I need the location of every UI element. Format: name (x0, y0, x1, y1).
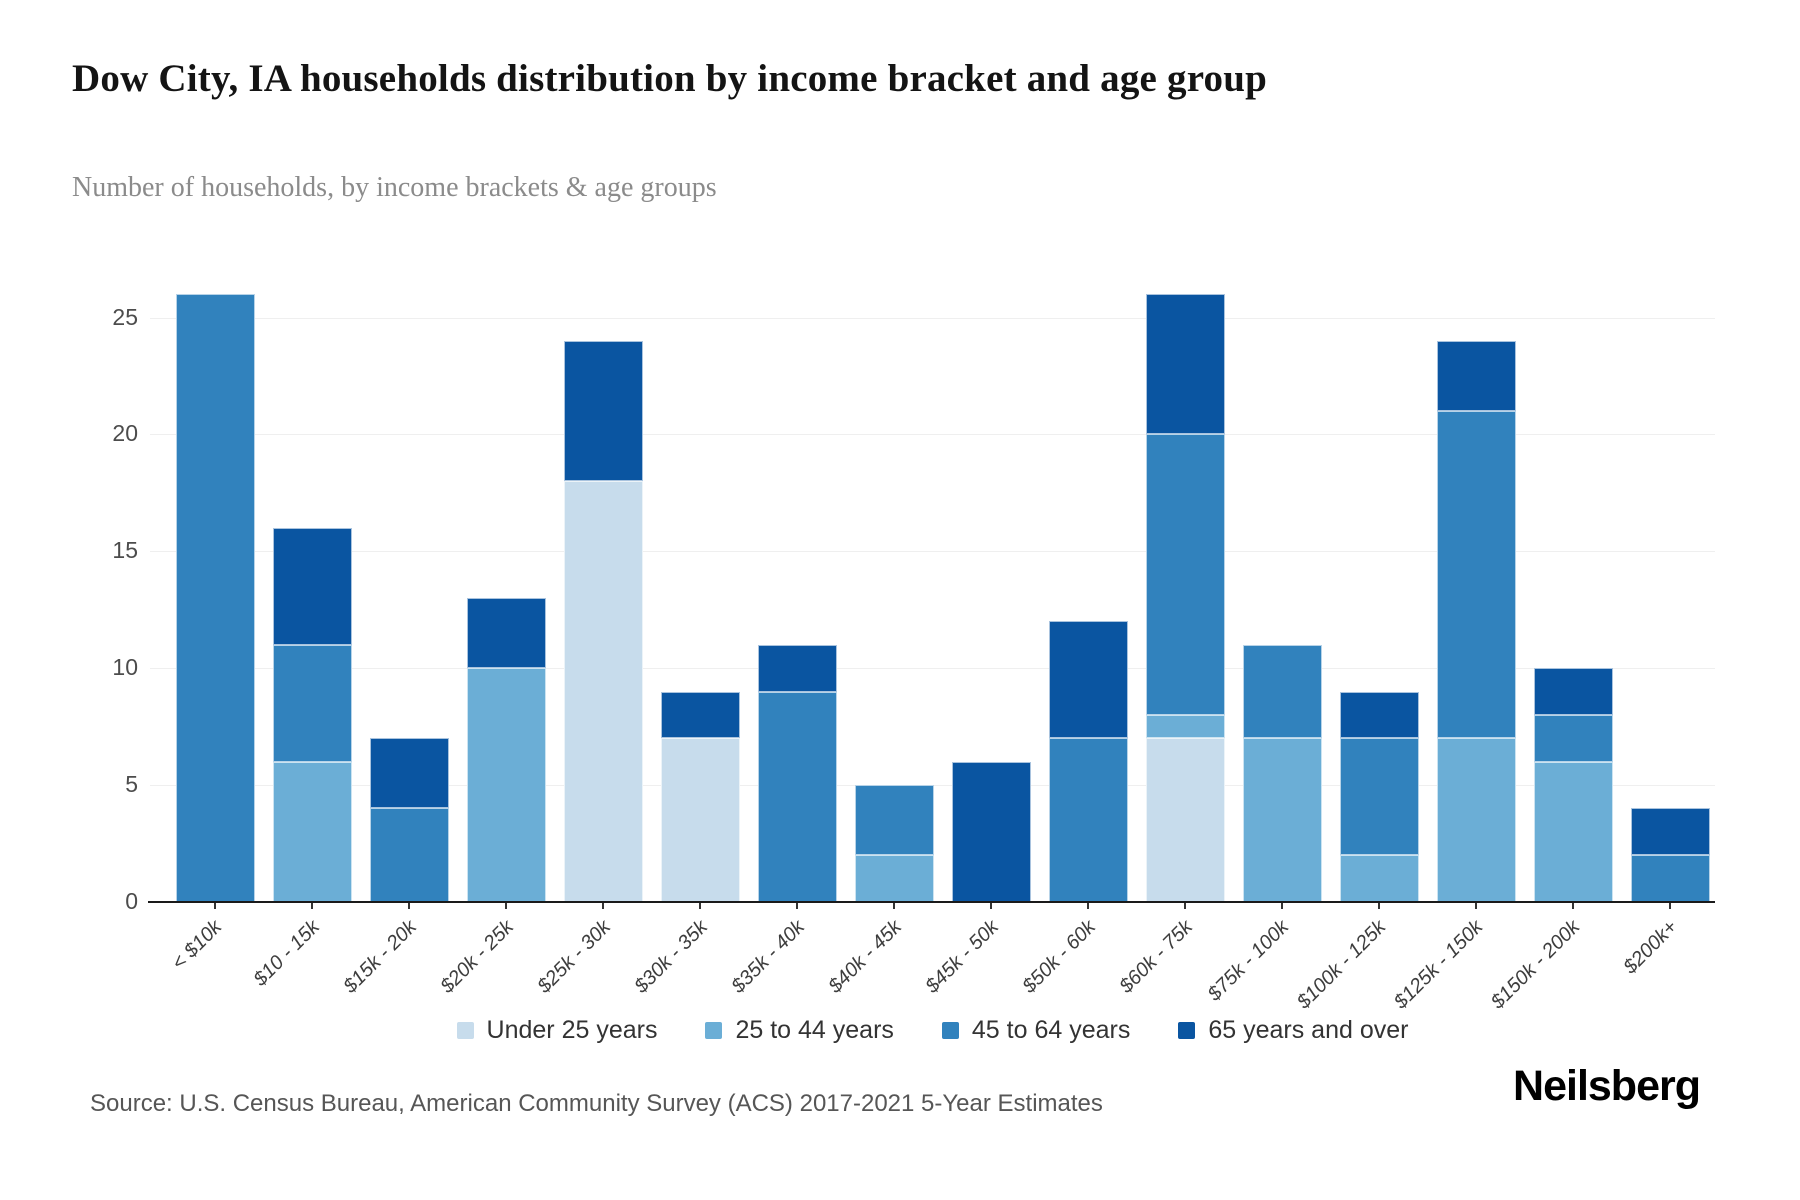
chart-title: Dow City, IA households distribution by … (72, 57, 1267, 100)
bar-segment[interactable] (272, 527, 352, 645)
bar-segment[interactable] (369, 808, 449, 902)
gridline (150, 551, 1715, 553)
x-axis-label-text: $125k - 150k (1390, 916, 1488, 1014)
axis-tick (796, 902, 798, 909)
bar-segment[interactable] (1145, 738, 1225, 902)
legend-swatch (456, 1022, 474, 1039)
legend-label: Under 25 years (486, 1016, 658, 1044)
y-axis-label: 5 (125, 771, 138, 798)
bar-segment[interactable] (466, 668, 546, 902)
source-attribution: Source: U.S. Census Bureau, American Com… (90, 1090, 1103, 1117)
bar-segment[interactable] (1436, 411, 1516, 739)
axis-tick (505, 902, 507, 909)
bar-segment[interactable] (1145, 434, 1225, 715)
bar-segment[interactable] (1630, 855, 1710, 902)
axis-tick (893, 902, 895, 909)
bar-segment[interactable] (1533, 668, 1613, 715)
legend-swatch (1178, 1022, 1196, 1039)
bar-segment[interactable] (1436, 738, 1516, 902)
axis-tick (1281, 902, 1283, 909)
x-axis-label-text: $60k - 75k (1114, 916, 1197, 998)
bar-segment[interactable] (757, 691, 837, 902)
legend-item[interactable]: 45 to 64 years (941, 1016, 1131, 1045)
axis-tick (408, 902, 410, 909)
bar-segment[interactable] (854, 855, 934, 902)
x-axis-label-text: $20k - 25k (435, 916, 518, 998)
legend-swatch (941, 1022, 959, 1039)
x-axis-label-text: $15k - 20k (338, 916, 421, 998)
bar-segment[interactable] (1145, 294, 1225, 435)
bar-segment[interactable] (175, 294, 255, 902)
x-axis-label-text: $50k - 60k (1017, 916, 1100, 998)
gridline (150, 668, 1715, 670)
x-axis-label-text: $75k - 100k (1204, 916, 1294, 1006)
legend-label: 45 to 64 years (971, 1016, 1131, 1044)
y-axis-label: 10 (112, 654, 138, 681)
axis-tick (990, 902, 992, 909)
y-axis-label: 0 (125, 888, 138, 914)
axis-tick (1378, 902, 1380, 909)
axis-tick (699, 902, 701, 909)
bar-segment[interactable] (1436, 340, 1516, 411)
bar-segment[interactable] (757, 644, 837, 692)
x-axis-label-text: < $10k (168, 916, 227, 975)
gridline (150, 434, 1715, 436)
axis-tick (1087, 902, 1089, 909)
bar-segment[interactable] (1339, 691, 1419, 739)
x-axis-label-text: $200k+ (1619, 916, 1682, 979)
bar-segment[interactable] (1630, 808, 1710, 856)
legend-swatch (705, 1022, 723, 1039)
bar-segment[interactable] (563, 340, 643, 482)
legend: Under 25 years 25 to 44 years 45 to 64 yea… (150, 1016, 1715, 1045)
x-axis-label-text: $150k - 200k (1487, 916, 1585, 1014)
y-axis-label: 15 (112, 537, 138, 564)
bar-segment[interactable] (951, 761, 1031, 902)
bar-segment[interactable] (369, 738, 449, 809)
axis-tick (1669, 902, 1671, 909)
legend-item[interactable]: 25 to 44 years (705, 1016, 894, 1045)
axis-tick (214, 902, 216, 909)
x-axis-label-text: $10 - 15k (249, 916, 324, 991)
x-axis-label-text: $40k - 45k (823, 916, 906, 998)
x-axis-label-text: $30k - 35k (629, 916, 712, 998)
bar-segment[interactable] (563, 481, 643, 902)
x-axis-line (148, 901, 1715, 903)
bar-segment[interactable] (1048, 738, 1128, 902)
x-axis-label-text: $100k - 125k (1293, 916, 1391, 1014)
chart-subtitle: Number of households, by income brackets… (72, 172, 717, 203)
bar-segment[interactable] (272, 644, 352, 762)
bar-segment[interactable] (1242, 738, 1322, 902)
legend-item[interactable]: 65 years and over (1178, 1016, 1408, 1045)
bar-segment[interactable] (1145, 714, 1225, 739)
axis-tick (1184, 902, 1186, 909)
axis-tick (1475, 902, 1477, 909)
legend-item[interactable]: Under 25 years (456, 1016, 658, 1045)
bar-segment[interactable] (1242, 644, 1322, 739)
bar-segment[interactable] (466, 598, 546, 669)
y-axis-label: 20 (112, 420, 138, 447)
bar-segment[interactable] (660, 738, 740, 902)
x-axis-label-text: $35k - 40k (726, 916, 809, 998)
bar-segment[interactable] (1533, 761, 1613, 902)
bar-segment[interactable] (1533, 714, 1613, 762)
neilsberg-logo: Neilsberg (1513, 1062, 1701, 1110)
legend-label: 65 years and over (1208, 1016, 1409, 1044)
axis-tick (311, 902, 313, 909)
x-axis-label-text: $45k - 50k (920, 916, 1003, 998)
bar-segment[interactable] (660, 691, 740, 739)
bar-segment[interactable] (1339, 855, 1419, 902)
axis-tick (1572, 902, 1574, 909)
gridline (150, 317, 1715, 319)
bar-segment[interactable] (1048, 621, 1128, 739)
bar-segment[interactable] (854, 785, 934, 856)
x-axis-label-text: $25k - 30k (532, 916, 615, 998)
bar-segment[interactable] (272, 761, 352, 902)
axis-tick (602, 902, 604, 909)
y-axis-label: 25 (112, 303, 138, 330)
bar-segment[interactable] (1339, 738, 1419, 856)
legend-label: 25 to 44 years (735, 1016, 894, 1044)
